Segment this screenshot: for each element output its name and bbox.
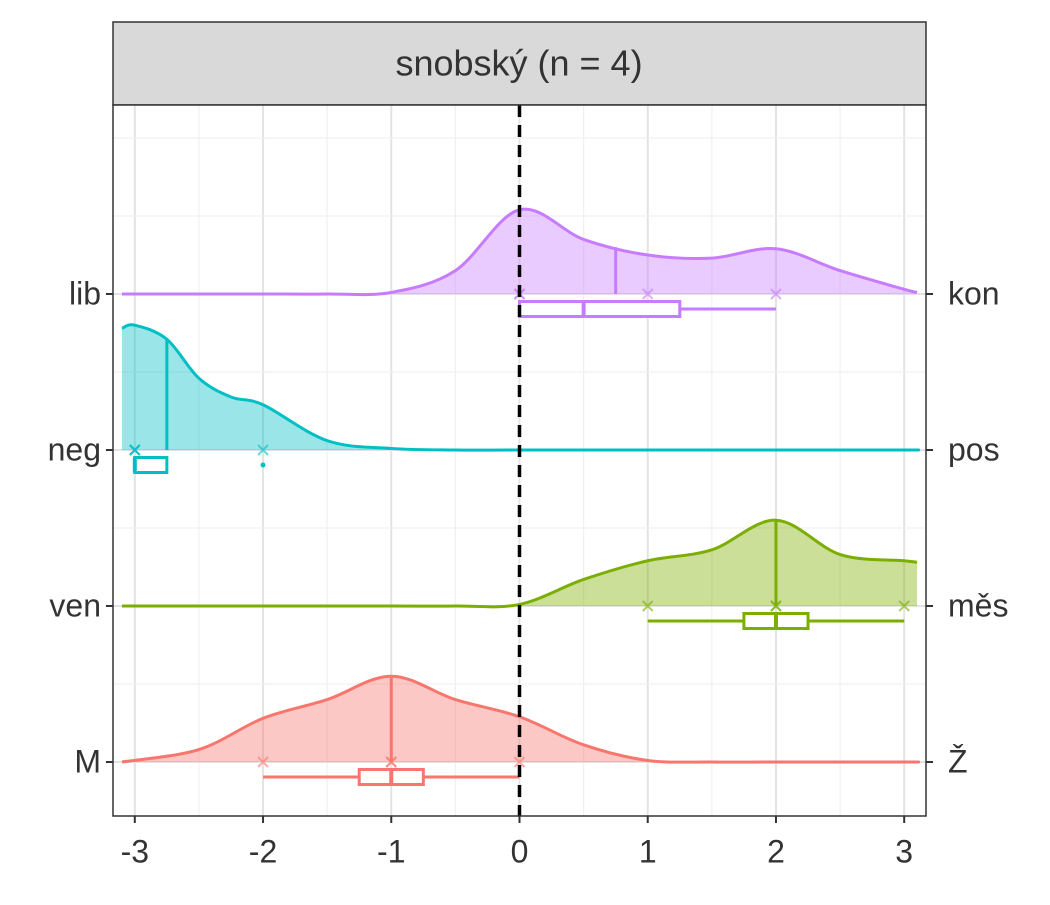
outlier [260,462,266,468]
x-tick-label: 0 [511,833,529,869]
strip-title: snobský (n = 4) [395,43,642,84]
x-tick-label: -3 [121,833,149,869]
y-tick-label-right: Ž [948,743,968,779]
x-tick-label: 3 [895,833,913,869]
density-line [121,207,918,297]
y-tick-label: neg [48,431,101,467]
y-tick-label: lib [69,275,101,311]
point [642,600,654,612]
box [133,456,169,474]
density-line [121,323,921,452]
y-tick-label-right: měs [948,587,1008,623]
x-tick-label: 1 [639,833,657,869]
point [257,444,269,456]
point [385,756,397,768]
x-tick-label: 2 [767,833,785,869]
point [770,600,782,612]
y-tick-label: ven [49,587,101,623]
x-tick-label: -1 [377,833,405,869]
y-tick-label-right: kon [948,275,1000,311]
point [898,600,910,612]
x-tick-label: -2 [249,833,277,869]
density-line [121,518,918,609]
point [513,756,526,768]
y-tick-label: M [74,743,101,779]
density-area [121,324,919,451]
strip [112,21,927,106]
point [770,288,782,300]
point [129,444,141,456]
point [257,756,269,768]
box [518,300,682,318]
density-area [121,676,919,763]
point [642,288,654,300]
density-area [121,520,918,607]
y-tick-label-right: pos [948,431,1000,467]
